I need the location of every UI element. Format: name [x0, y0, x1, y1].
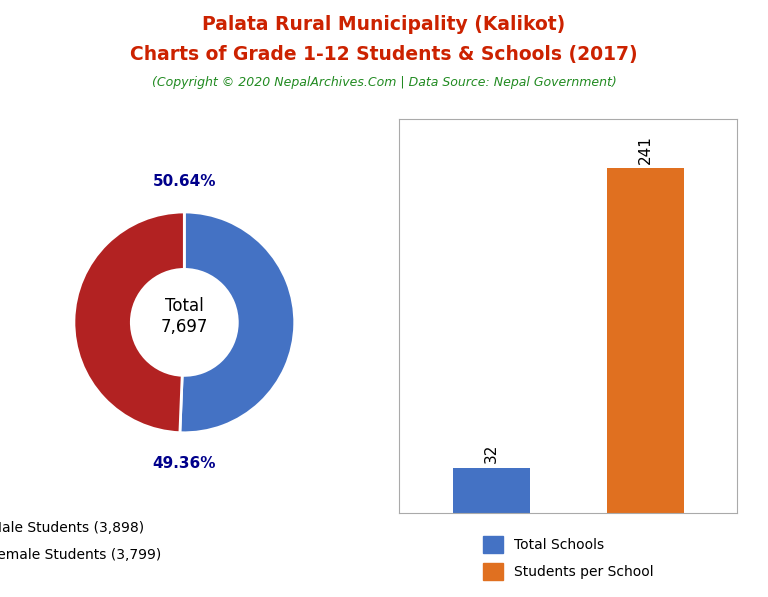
Text: Total
7,697: Total 7,697	[161, 297, 208, 336]
Bar	[453, 467, 530, 513]
Wedge shape	[180, 212, 295, 433]
Legend: Total Schools, Students per School: Total Schools, Students per School	[477, 531, 660, 585]
Text: 50.64%: 50.64%	[153, 174, 216, 189]
Wedge shape	[74, 212, 184, 433]
Text: Palata Rural Municipality (Kalikot): Palata Rural Municipality (Kalikot)	[203, 15, 565, 34]
Text: 32: 32	[484, 444, 499, 463]
Bar	[607, 168, 684, 513]
Text: 49.36%: 49.36%	[153, 456, 216, 471]
Text: Charts of Grade 1-12 Students & Schools (2017): Charts of Grade 1-12 Students & Schools …	[131, 45, 637, 64]
Legend: Male Students (3,898), Female Students (3,799): Male Students (3,898), Female Students (…	[0, 512, 168, 570]
Text: (Copyright © 2020 NepalArchives.Com | Data Source: Nepal Government): (Copyright © 2020 NepalArchives.Com | Da…	[151, 76, 617, 90]
Text: 241: 241	[637, 135, 653, 164]
